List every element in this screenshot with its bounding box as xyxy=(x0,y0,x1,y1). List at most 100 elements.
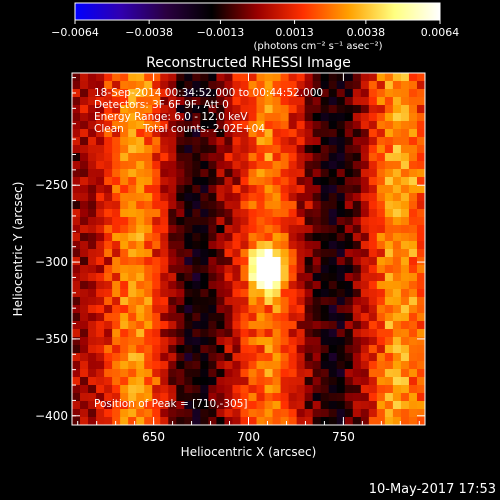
heatmap-cell xyxy=(96,129,105,138)
heatmap-cell xyxy=(176,409,185,418)
heatmap-cell xyxy=(144,345,153,354)
heatmap-cell xyxy=(80,129,89,138)
heatmap-cell xyxy=(344,281,354,290)
heatmap-cell xyxy=(144,209,153,218)
heatmap-cell xyxy=(256,153,266,162)
heatmap-cell xyxy=(400,265,410,274)
heatmap-cell xyxy=(352,89,362,98)
heatmap-cell xyxy=(368,113,378,122)
heatmap-cell xyxy=(312,305,322,314)
heatmap-cell xyxy=(400,385,410,394)
heatmap-cell xyxy=(328,97,338,106)
heatmap-cell xyxy=(200,129,209,138)
heatmap-cell xyxy=(256,89,266,98)
heatmap-cell xyxy=(264,273,274,282)
heatmap-cell xyxy=(168,177,177,186)
heatmap-cell xyxy=(72,89,81,98)
heatmap-cell xyxy=(264,113,274,122)
heatmap-cell xyxy=(168,369,177,378)
heatmap-cell xyxy=(400,121,410,130)
heatmap-cell xyxy=(344,385,354,394)
heatmap-cell xyxy=(208,73,218,82)
heatmap-cell xyxy=(256,393,266,402)
heatmap-cell xyxy=(184,409,193,418)
heatmap-cell xyxy=(320,145,330,154)
heatmap-cell xyxy=(368,313,378,322)
heatmap-cell xyxy=(280,129,290,138)
heatmap-cell xyxy=(328,273,338,282)
heatmap-cell xyxy=(208,321,218,330)
heatmap-cell xyxy=(408,409,418,418)
heatmap-cell xyxy=(88,257,97,266)
heatmap-cell xyxy=(184,265,193,274)
heatmap-cell xyxy=(336,353,346,362)
heatmap-cell xyxy=(248,153,258,162)
heatmap-cell xyxy=(320,361,330,370)
heatmap-cell xyxy=(104,345,113,354)
heatmap-cell xyxy=(320,89,330,98)
heatmap-cell xyxy=(376,337,386,346)
heatmap-cell xyxy=(304,225,314,234)
heatmap-cell xyxy=(200,401,209,410)
heatmap-cell xyxy=(160,305,169,314)
heatmap-cell xyxy=(224,241,234,250)
heatmap-cell xyxy=(304,97,314,106)
heatmap-cell xyxy=(248,297,258,306)
heatmap-cell xyxy=(184,137,193,146)
heatmap-cell xyxy=(392,361,402,370)
heatmap-cell xyxy=(112,169,121,178)
heatmap-cell xyxy=(376,113,386,122)
heatmap-cell xyxy=(160,225,169,234)
heatmap-cell xyxy=(120,361,129,370)
heatmap-cell xyxy=(288,401,298,410)
heatmap-cell xyxy=(392,353,402,362)
heatmap-cell xyxy=(384,153,394,162)
heatmap-cell xyxy=(408,209,418,218)
heatmap-cell xyxy=(280,249,290,258)
heatmap-cell xyxy=(352,265,362,274)
heatmap-cell xyxy=(296,73,306,82)
heatmap-cell xyxy=(168,89,177,98)
heatmap-cell xyxy=(128,361,137,370)
heatmap-cell xyxy=(256,337,266,346)
heatmap-cell xyxy=(328,105,338,114)
heatmap-cell xyxy=(144,385,153,394)
heatmap-cell xyxy=(112,305,121,314)
heatmap-cell xyxy=(176,385,185,394)
heatmap-cell xyxy=(280,169,290,178)
heatmap-cell xyxy=(200,145,209,154)
heatmap-cell xyxy=(112,393,121,402)
heatmap-cell xyxy=(272,377,282,386)
heatmap-cell xyxy=(128,337,137,346)
heatmap-cell xyxy=(304,233,314,242)
heatmap-cell xyxy=(216,97,226,106)
heatmap-cell xyxy=(296,409,306,418)
heatmap-cell xyxy=(320,297,330,306)
heatmap-cell xyxy=(216,353,226,362)
heatmap-cell xyxy=(248,321,258,330)
heatmap-cell xyxy=(104,249,113,258)
heatmap-cell xyxy=(376,241,386,250)
heatmap-cell xyxy=(264,377,274,386)
heatmap-cell xyxy=(80,249,89,258)
heatmap-cell xyxy=(312,385,322,394)
heatmap-cell xyxy=(280,185,290,194)
heatmap-cell xyxy=(192,385,201,394)
heatmap-cell xyxy=(264,305,274,314)
heatmap-cell xyxy=(400,393,410,402)
heatmap-cell xyxy=(184,393,193,402)
heatmap-cell xyxy=(344,337,354,346)
heatmap-cell xyxy=(360,113,370,122)
heatmap-cell xyxy=(144,273,153,282)
heatmap-cell xyxy=(112,217,121,226)
heatmap-cell xyxy=(408,177,418,186)
footer-timestamp: 10-May-2017 17:53 xyxy=(369,482,496,497)
heatmap-cell xyxy=(112,329,121,338)
heatmap-cell xyxy=(224,393,234,402)
heatmap-cell xyxy=(184,217,193,226)
heatmap-cell xyxy=(152,409,161,418)
heatmap-cell xyxy=(200,329,209,338)
heatmap-cell xyxy=(72,337,81,346)
heatmap-cell xyxy=(312,217,322,226)
heatmap-cell xyxy=(368,153,378,162)
